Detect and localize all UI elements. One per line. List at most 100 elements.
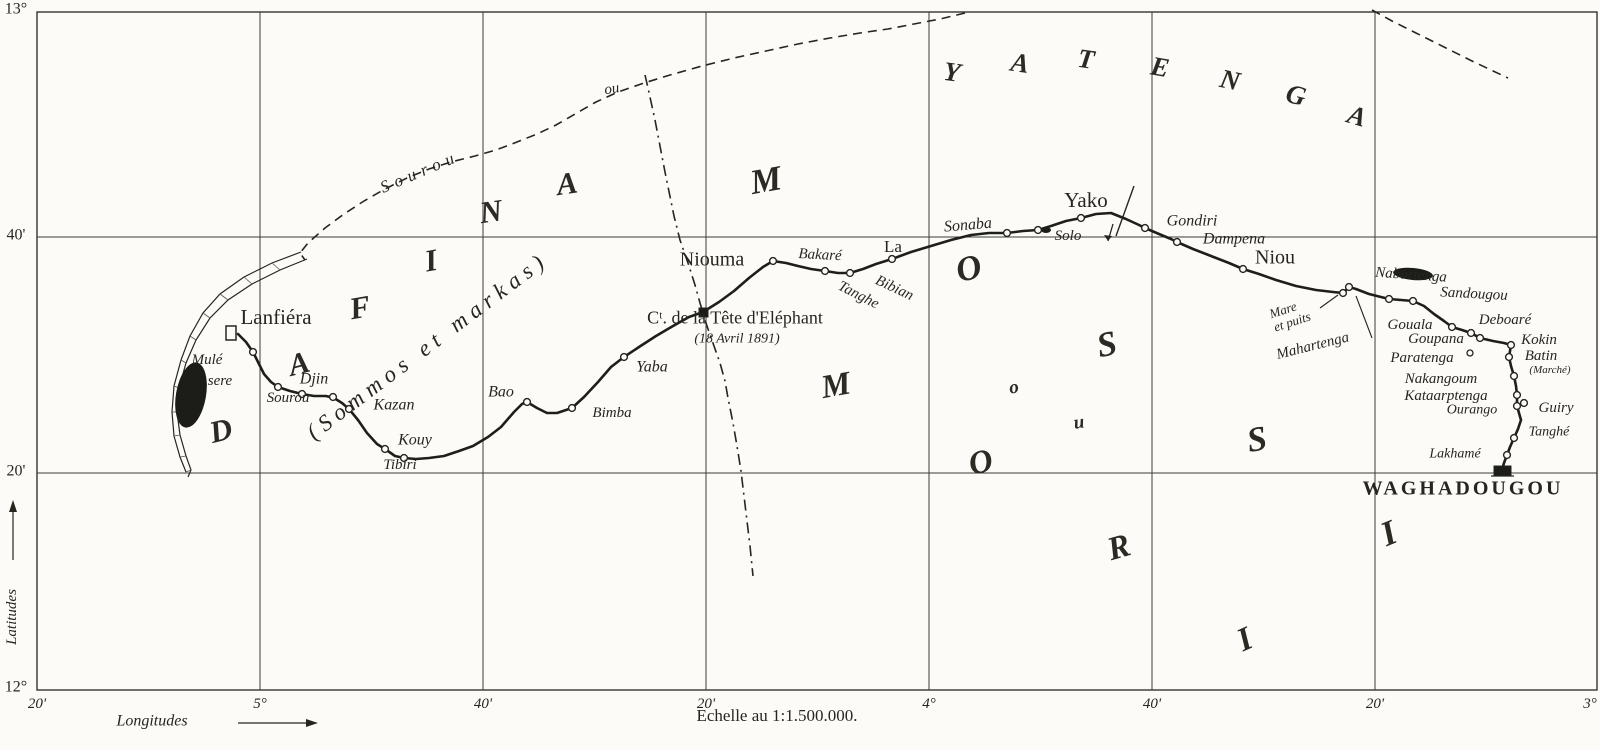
lake-hatch — [271, 262, 281, 271]
place-label-ourango: Ourango — [1446, 402, 1498, 418]
station-circle — [1475, 333, 1485, 343]
lake-outline — [171, 251, 302, 473]
station-circle — [619, 352, 629, 362]
river-label-ou: ou — [603, 79, 621, 99]
place-label-mule: Mulé — [191, 352, 223, 369]
place-label-batin-marche: (Marché) — [1529, 364, 1571, 377]
station-circle — [522, 397, 532, 407]
boundary-slash-mark — [1115, 185, 1135, 237]
place-label-kokin: Kokin — [1521, 332, 1557, 349]
station-circle — [344, 404, 354, 414]
station-circle — [1512, 401, 1522, 411]
place-label-sourou-village: Sourou — [266, 390, 310, 407]
place-label-la: La — [884, 237, 902, 257]
lake-hatch — [243, 276, 253, 285]
place-label-camp-tete-elephant: Cᵗ. de la Tête d'Eléphant — [647, 307, 823, 328]
station-circle — [1509, 371, 1519, 381]
longitude-tick-4: 4° — [922, 696, 936, 713]
mahartenga-pointer — [1355, 295, 1373, 339]
place-label-kazan: Kazan — [373, 396, 415, 414]
longitude-tick-5: 5° — [253, 696, 267, 713]
station-circle — [1512, 390, 1522, 400]
place-label-waghadougou: WAGHADOUGOU — [1362, 477, 1564, 500]
place-label-yako: Yako — [1064, 187, 1108, 212]
station-circle — [1172, 237, 1182, 247]
place-label-sere: sere — [207, 373, 233, 390]
station-circle — [1344, 282, 1354, 292]
lake-hatch — [219, 293, 229, 301]
longitude-tick-20: 20' — [1365, 696, 1385, 713]
station-circle — [1384, 294, 1394, 304]
lake-hatch — [173, 434, 181, 437]
solo-ink-blob — [1041, 227, 1051, 233]
station-circle — [1140, 223, 1150, 233]
camp-square-symbol — [698, 307, 709, 318]
region-letter-yatenga-y: Y — [941, 55, 963, 88]
place-label-paratenga: Paratenga — [1390, 350, 1454, 367]
place-label-batin: Batin — [1524, 348, 1558, 365]
station-circle — [399, 453, 409, 463]
place-label-camp-date: (18 Avril 1891) — [694, 331, 780, 347]
station-circle — [1033, 225, 1043, 235]
lake-hatch — [185, 469, 192, 473]
region-letter-dafina-a: A — [554, 164, 580, 203]
longitude-tick-40: 40' — [1142, 696, 1162, 713]
station-circle — [820, 266, 830, 276]
region-letter-yatenga-t: T — [1075, 42, 1097, 75]
place-label-djin: Djin — [299, 370, 329, 388]
latitude-tick-13: 13° — [4, 0, 28, 18]
station-circle — [1447, 322, 1457, 332]
station-circle — [1238, 264, 1248, 274]
place-label-tanghe-2: Tanghé — [1528, 424, 1570, 440]
scale-label: Echelle au 1:1.500.000. — [696, 706, 858, 726]
nabartenga-ink-blob — [1393, 267, 1433, 281]
map-border — [36, 11, 1598, 691]
lake-dark-fill — [175, 362, 207, 428]
place-label-goupana: Goupana — [1408, 331, 1464, 348]
region-letter-dafina-n: N — [477, 192, 505, 231]
longitude-tick-40: 40' — [473, 696, 493, 713]
place-label-niou: Niou — [1255, 246, 1295, 269]
latitudes-axis-label: Latitudes — [4, 589, 21, 645]
longitude-tick-20: 20' — [696, 696, 716, 713]
lake-hatch — [202, 312, 211, 319]
station-circle — [1502, 450, 1512, 460]
boundary-dashdot-line — [644, 74, 754, 577]
place-label-gondiri: Gondiri — [1166, 212, 1218, 230]
place-label-dampena: Dampena — [1202, 230, 1266, 248]
place-label-gouala: Gouala — [1387, 317, 1433, 334]
station-circle — [1509, 433, 1519, 443]
lake-hatch — [180, 359, 187, 364]
place-label-tibiri: Tibiri — [383, 457, 417, 474]
station-circle — [768, 256, 778, 266]
village-circle — [1466, 349, 1474, 357]
northeast-river-dashed-line — [1371, 9, 1509, 79]
station-circle — [1076, 213, 1086, 223]
place-label-yaba: Yaba — [636, 358, 668, 376]
place-label-bakare: Bakaré — [797, 246, 843, 265]
waghadougou-square-symbol — [1493, 465, 1512, 477]
place-label-niouma: Niouma — [679, 248, 745, 271]
longitudes-axis-label: Longitudes — [116, 712, 188, 730]
latitude-tick-12: 12° — [4, 678, 28, 696]
place-label-lanfiera: Lanfiéra — [240, 304, 312, 329]
sourou-river-dashed-line — [298, 12, 966, 261]
station-circle — [1506, 340, 1516, 350]
latitudes-arrowhead — [9, 500, 17, 512]
station-circle — [380, 444, 390, 454]
region-letter-mori-m: M — [818, 365, 854, 406]
station-circle — [297, 389, 307, 399]
place-label-kataarptenga: Kataarptenga — [1404, 388, 1488, 405]
longitude-tick-20: 20' — [27, 696, 47, 713]
place-label-kouy: Kouy — [398, 431, 432, 449]
station-circle — [1002, 228, 1012, 238]
station-circle — [1519, 398, 1529, 408]
station-circle — [1504, 352, 1514, 362]
station-circle — [328, 392, 338, 402]
region-letter-mossi-m: M — [747, 158, 785, 203]
longitude-tick-3: 3° — [1583, 696, 1597, 713]
place-label-nakangoum: Nakangoum — [1404, 371, 1478, 388]
place-label-bimba: Bimba — [592, 405, 632, 422]
